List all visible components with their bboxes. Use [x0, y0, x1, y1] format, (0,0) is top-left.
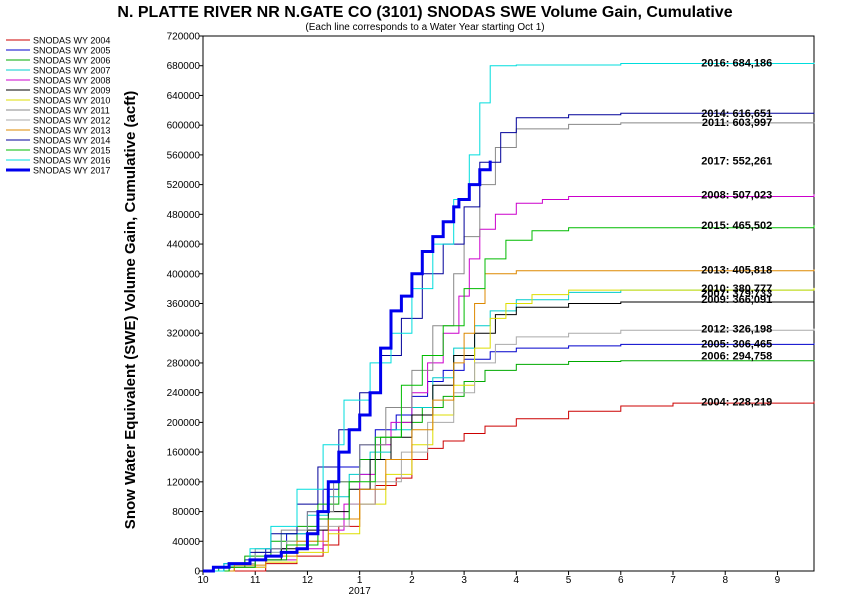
- x-tick-label: 12: [302, 575, 314, 586]
- y-tick-label: 600000: [167, 121, 201, 132]
- x-tick-label: 2: [409, 575, 415, 586]
- series-end-label: 2004: 228,219: [701, 396, 772, 408]
- legend-label: SNODAS WY 2008: [33, 76, 110, 86]
- y-tick-label: 200000: [167, 418, 201, 429]
- y-axis-title: Snow Water Equivalent (SWE) Volume Gain,…: [122, 91, 139, 529]
- y-tick-label: 520000: [167, 180, 201, 191]
- series-end-label-extra: 2010: 380,777: [701, 283, 772, 295]
- x-tick-label: 11: [250, 575, 261, 586]
- legend-label: SNODAS WY 2006: [33, 56, 110, 66]
- legend-label: SNODAS WY 2015: [33, 146, 110, 156]
- legend-label: SNODAS WY 2007: [33, 66, 110, 76]
- x-year-label: 2017: [349, 586, 372, 597]
- legend-label: SNODAS WY 2004: [33, 36, 110, 46]
- plot-area: 0 40000 80000 120000 160000 200000 240000 28000…: [167, 32, 815, 597]
- chart-title: N. PLATTE RIVER NR N.GATE CO (3101) SNOD…: [117, 4, 732, 21]
- y-tick-label: 120000: [167, 477, 201, 488]
- legend-label: SNODAS WY 2012: [33, 116, 110, 126]
- series-line-snodas-wy-2016: [203, 62, 815, 572]
- x-tick-label: 9: [775, 575, 781, 586]
- legend-label: SNODAS WY 2010: [33, 96, 110, 106]
- series-end-label: 2008: 507,023: [701, 189, 772, 201]
- chart-subtitle: (Each line corresponds to a Water Year s…: [305, 22, 544, 33]
- y-tick-label: 560000: [167, 150, 201, 161]
- series-line-snodas-wy-2005: [203, 343, 815, 572]
- series-end-label: 2015: 465,502: [701, 220, 772, 232]
- series-line-snodas-wy-2015: [203, 225, 815, 572]
- series-end-label: 2017: 552,261: [701, 156, 772, 168]
- x-tick-label: 6: [618, 575, 624, 586]
- y-tick-label: 360000: [167, 299, 201, 310]
- x-tick-label: 1: [357, 575, 363, 586]
- series-end-label-extra: 2007: 379,733: [701, 288, 772, 300]
- y-tick-label: 680000: [167, 61, 201, 72]
- x-tick-label: 7: [670, 575, 676, 586]
- y-tick-label: 80000: [172, 507, 200, 518]
- series-line-snodas-wy-2008: [203, 194, 815, 572]
- legend-label: SNODAS WY 2014: [33, 136, 110, 146]
- series-end-label: 2013: 405,818: [701, 264, 772, 276]
- series-end-label: 2011: 603,997: [702, 117, 772, 129]
- series-line-snodas-wy-2017: [203, 160, 492, 573]
- series-line-snodas-wy-2004: [203, 401, 815, 572]
- y-tick-label: 320000: [167, 329, 201, 340]
- x-tick-label: 5: [566, 575, 572, 586]
- x-tick-label: 8: [722, 575, 728, 586]
- y-tick-label: 440000: [167, 240, 201, 251]
- legend-label: SNODAS WY 2017: [33, 166, 110, 176]
- series-line-snodas-wy-2010: [203, 287, 815, 572]
- y-tick-label: 40000: [172, 537, 200, 548]
- y-tick-label: 240000: [167, 388, 201, 399]
- series-end-label: 2006: 294,758: [701, 351, 772, 363]
- series-end-label: 2012: 326,198: [701, 324, 772, 336]
- series-end-label: 2014: 616,651: [701, 108, 772, 120]
- legend-label: SNODAS WY 2011: [33, 106, 110, 116]
- series-line-snodas-wy-2006: [203, 360, 815, 572]
- legend-label: SNODAS WY 2009: [33, 86, 110, 96]
- legend-label: SNODAS WY 2016: [33, 156, 110, 166]
- y-tick-label: 480000: [167, 210, 201, 221]
- legend-label: SNODAS WY 2005: [33, 46, 110, 56]
- y-tick-label: 160000: [167, 448, 201, 459]
- series-end-label: 2016: 684,186: [701, 58, 772, 70]
- x-tick-label: 4: [514, 575, 520, 586]
- legend-label: SNODAS WY 2013: [33, 126, 110, 136]
- y-tick-label: 640000: [167, 91, 201, 102]
- y-tick-label: 0: [194, 567, 200, 578]
- series-end-label: 2009: 366,091: [701, 294, 772, 306]
- y-tick-label: 400000: [167, 269, 201, 280]
- series-end-label: 2005: 306,465: [701, 338, 772, 350]
- series-line-snodas-wy-2011: [203, 122, 815, 572]
- x-tick-label: 10: [197, 575, 209, 586]
- y-tick-label: 720000: [167, 32, 201, 43]
- y-tick-label: 280000: [167, 358, 201, 369]
- x-tick-label: 3: [461, 575, 467, 586]
- series-line-snodas-wy-2012: [203, 328, 815, 572]
